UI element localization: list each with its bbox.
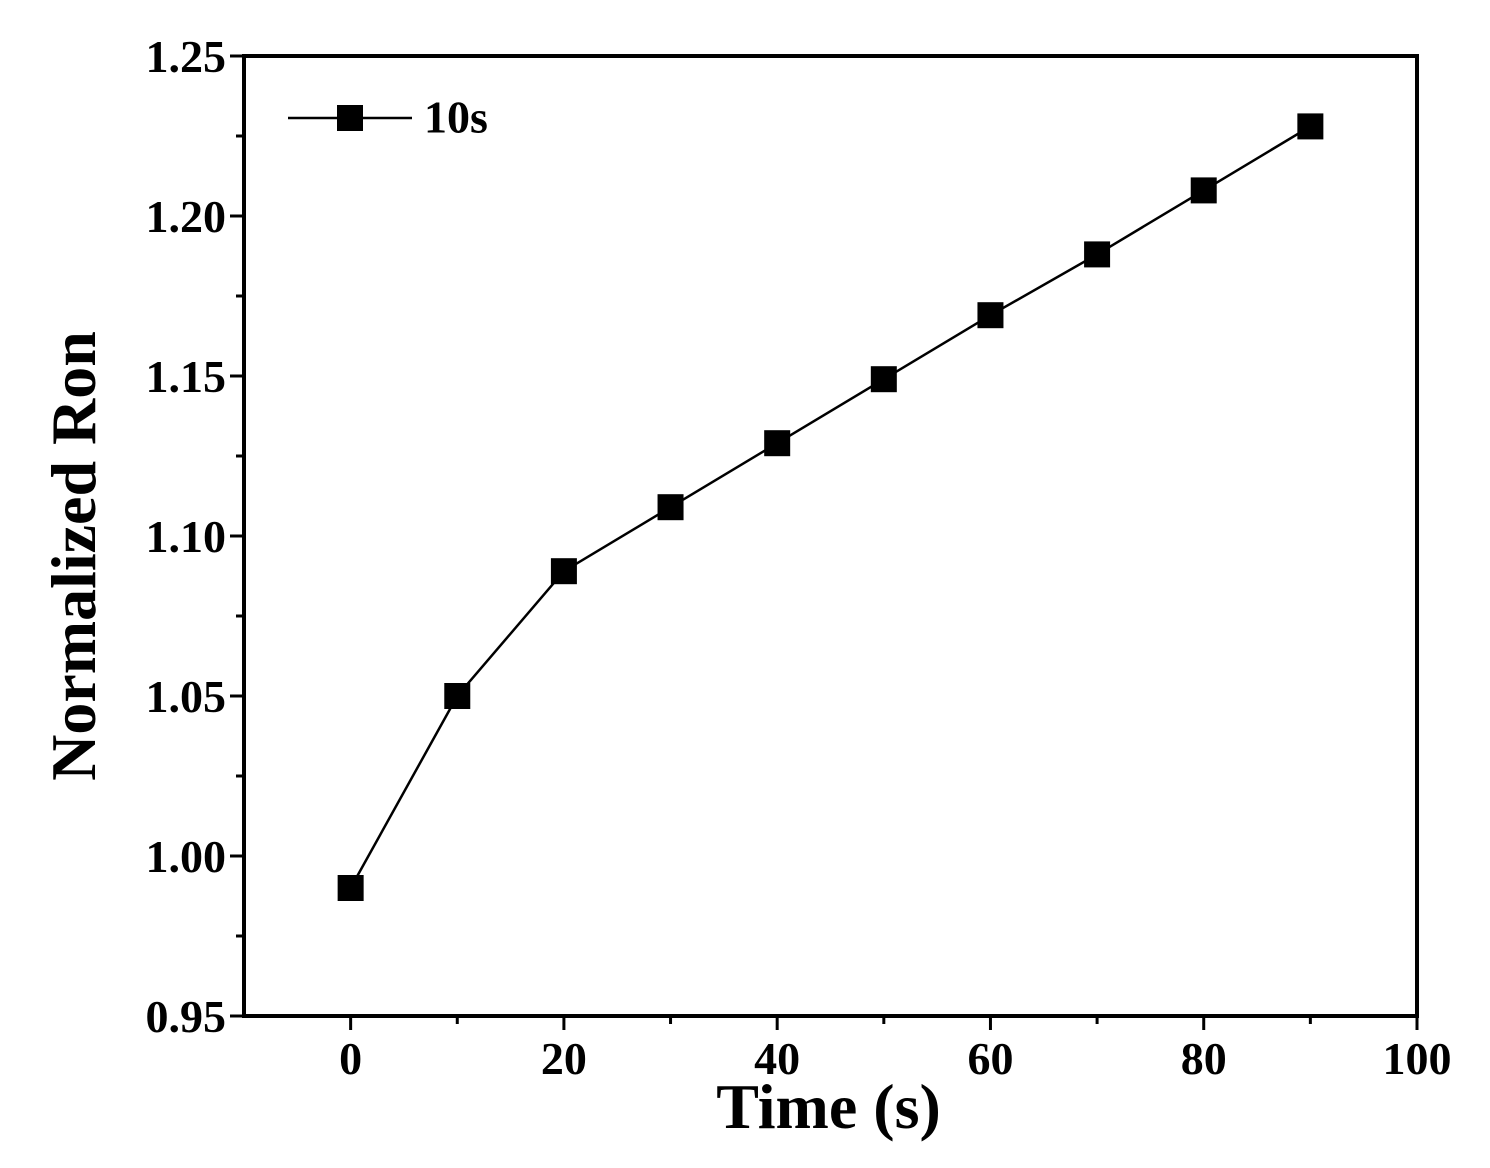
data-point [977,302,1004,329]
y-tick-label: 1.00 [146,831,227,882]
x-tick-label: 60 [967,1033,1013,1084]
series-layer [337,113,1324,901]
y-tick-label: 0.95 [146,991,227,1042]
y-axis-title: Normalized Ron [38,331,109,781]
legend-label: 10s [424,92,488,143]
x-axis-title: Time (s) [716,1071,941,1142]
data-point [1297,113,1324,140]
y-tick-label: 1.20 [146,191,227,242]
x-tick-label: 40 [754,1033,800,1084]
x-tick-label: 20 [541,1033,587,1084]
data-point [444,683,471,709]
legend-marker [337,105,363,131]
ticks-layer: 0 20 40 60 80 100 0.95 1.00 1.05 1.10 1.15 1.20 1.25 [146,31,1452,1084]
data-point [337,875,364,901]
x-tick-label: 100 [1383,1033,1452,1084]
y-tick-label: 1.10 [146,511,227,562]
data-point [764,430,791,457]
x-tick-label: 0 [339,1033,362,1084]
data-point [1084,241,1111,268]
series-line [349,125,1312,889]
data-point [870,366,897,393]
data-point [550,558,577,585]
data-point [1190,177,1217,204]
x-tick-label: 80 [1181,1033,1227,1084]
y-tick-label: 1.05 [146,671,227,722]
plot-frame [242,54,1419,1018]
y-tick-label: 1.25 [146,31,227,82]
legend: 10s [288,92,488,143]
y-tick-label: 1.15 [146,351,227,402]
data-point [657,494,684,521]
